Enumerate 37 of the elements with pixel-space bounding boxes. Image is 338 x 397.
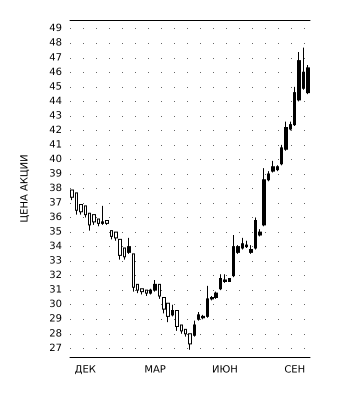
- candlestick: [249, 244, 253, 254]
- y-tick-label: 39: [49, 168, 62, 180]
- x-tick-label: МАР: [144, 364, 166, 376]
- x-tick-label: ДЕК: [74, 364, 96, 376]
- y-tick-label: 38: [49, 183, 62, 194]
- y-tick-label: 47: [49, 52, 62, 64]
- y-axis-title: ЦЕНА АКЦИИ: [20, 154, 30, 223]
- y-tick-label: 30: [49, 299, 62, 310]
- y-tick-label: 28: [49, 328, 62, 340]
- y-tick-label: 27: [49, 342, 62, 354]
- y-tick-label: 36: [49, 212, 62, 224]
- y-tick-label: 43: [49, 110, 62, 122]
- x-tick-label: СЕН: [284, 364, 306, 376]
- y-tick-label: 31: [49, 284, 62, 296]
- y-tick-label: 46: [49, 66, 62, 78]
- x-tick-label: ИЮН: [212, 364, 238, 376]
- y-tick-label: 49: [49, 23, 62, 34]
- candlestick: [271, 160, 275, 174]
- y-tick-label: 41: [49, 139, 62, 150]
- candlestick: [262, 168, 266, 227]
- y-tick-label: 33: [49, 256, 62, 267]
- y-tick-label: 44: [49, 96, 62, 107]
- y-tick-label: 29: [49, 314, 62, 325]
- candlestick: [118, 238, 122, 260]
- y-tick-label: 45: [49, 81, 62, 92]
- y-tick-label: 48: [49, 38, 62, 49]
- candlestick: [132, 253, 135, 292]
- y-tick-label: 42: [49, 124, 62, 136]
- y-tick-label: 35: [49, 226, 62, 238]
- candlestick: [214, 291, 218, 300]
- y-tick-label: 32: [49, 270, 62, 282]
- y-tick-label: 40: [49, 154, 62, 165]
- y-tick-label: 37: [49, 198, 62, 209]
- candlestick: [245, 240, 248, 249]
- candlestick: [114, 232, 118, 242]
- y-tick-label: 34: [49, 241, 62, 252]
- candlestick: [140, 288, 144, 296]
